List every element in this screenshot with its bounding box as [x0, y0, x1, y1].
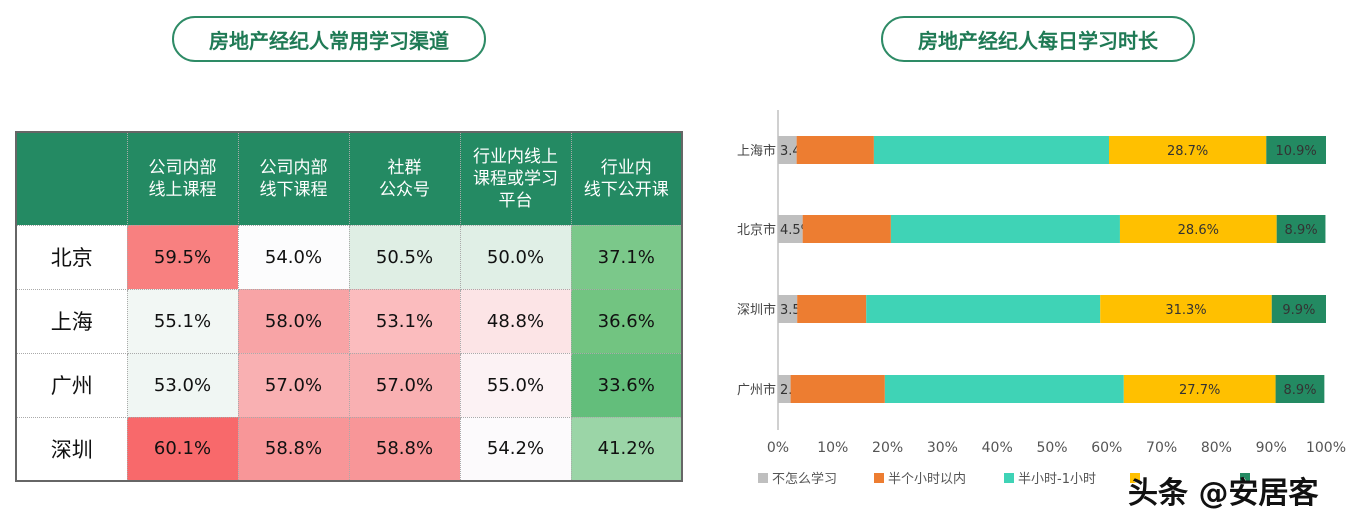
data-label: 10.9% — [1275, 144, 1316, 159]
bar-segment — [890, 215, 1120, 243]
x-tick-label: 40% — [982, 440, 1013, 456]
corner-cell — [15, 131, 128, 226]
value-cell: 58.8% — [348, 416, 461, 482]
data-label: 28.7% — [1167, 144, 1208, 159]
x-tick-label: 70% — [1146, 440, 1177, 456]
table-row: 上海 55.1% 58.0% 53.1% 48.8% 36.6% — [15, 288, 683, 354]
table-row: 北京 59.5% 54.0% 50.5% 50.0% 37.1% — [15, 224, 683, 290]
watermark: 头条 @安居客 — [1128, 476, 1319, 511]
column-header: 行业内线上 课程或学习 平台 — [459, 131, 572, 226]
bar-segment — [873, 136, 1109, 164]
row-city: 深圳 — [15, 416, 128, 482]
legend-swatch — [1004, 473, 1014, 483]
value-cell: 53.0% — [126, 352, 239, 418]
bar-segment — [790, 375, 885, 403]
legend-swatch — [758, 473, 768, 483]
bar-segment — [884, 375, 1124, 403]
x-tick-label: 10% — [817, 440, 848, 456]
value-cell: 55.1% — [126, 288, 239, 354]
legend-swatch — [1130, 473, 1140, 483]
x-tick-label: 0% — [767, 440, 789, 456]
bar-segment — [797, 295, 867, 323]
row-city: 上海 — [15, 288, 128, 354]
data-label: 9.9% — [1282, 303, 1315, 318]
table-row: 广州 53.0% 57.0% 57.0% 55.0% 33.6% — [15, 352, 683, 418]
category-label: 上海市 — [737, 143, 776, 159]
bar-segment — [1123, 375, 1276, 403]
bar-segment — [1276, 215, 1326, 243]
bar-segment — [778, 215, 803, 243]
value-cell: 36.6% — [570, 288, 683, 354]
data-label: 27.7% — [1179, 383, 1220, 398]
bar-segment — [866, 295, 1101, 323]
x-tick-label: 30% — [927, 440, 958, 456]
x-tick-label: 20% — [872, 440, 903, 456]
bar-segment — [1119, 215, 1277, 243]
x-tick-label: 80% — [1201, 440, 1232, 456]
bar-segment — [1275, 375, 1325, 403]
legend-swatch — [874, 473, 884, 483]
value-cell: 57.0% — [348, 352, 461, 418]
x-tick-label: 50% — [1036, 440, 1067, 456]
data-label: 31.3% — [1165, 303, 1206, 318]
value-cell: 48.8% — [459, 288, 572, 354]
value-cell: 54.2% — [459, 416, 572, 482]
value-cell: 58.0% — [237, 288, 350, 354]
bar-segment — [1100, 295, 1272, 323]
x-tick-label: 60% — [1091, 440, 1122, 456]
row-city: 北京 — [15, 224, 128, 290]
data-label: 28.6% — [1178, 223, 1219, 238]
value-cell: 33.6% — [570, 352, 683, 418]
bar-segment — [796, 136, 874, 164]
value-cell: 60.1% — [126, 416, 239, 482]
chart-title: 房地产经纪人每日学习时长 — [881, 16, 1195, 62]
category-label: 深圳市 — [737, 302, 776, 318]
category-label: 广州市 — [737, 382, 776, 398]
category-label: 北京市 — [737, 222, 776, 238]
legend-swatch — [1240, 473, 1250, 483]
data-label: 8.9% — [1285, 223, 1318, 238]
left-title: 房地产经纪人常用学习渠道 — [172, 16, 486, 62]
legend-label: 半个小时以内 — [888, 471, 966, 487]
bar-segment — [802, 215, 891, 243]
column-header: 公司内部 线上课程 — [126, 131, 239, 226]
bar-segment — [1108, 136, 1267, 164]
value-cell: 50.5% — [348, 224, 461, 290]
bar-segment — [778, 375, 791, 403]
column-header: 行业内 线下公开课 — [570, 131, 683, 226]
value-cell: 41.2% — [570, 416, 683, 482]
bar-segment — [1266, 136, 1326, 164]
value-cell: 55.0% — [459, 352, 572, 418]
value-cell: 57.0% — [237, 352, 350, 418]
legend-label: 半小时-1小时 — [1018, 472, 1096, 487]
channel-table: 公司内部 线上课程 公司内部 线下课程 社群 公众号 行业内线上 课程或学习 平台 行业… — [15, 131, 683, 482]
data-label: 8.9% — [1283, 383, 1316, 398]
value-cell: 59.5% — [126, 224, 239, 290]
bar-segment — [778, 136, 797, 164]
column-header: 社群 公众号 — [348, 131, 461, 226]
row-city: 广州 — [15, 352, 128, 418]
value-cell: 53.1% — [348, 288, 461, 354]
column-header: 公司内部 线下课程 — [237, 131, 350, 226]
x-tick-label: 100% — [1306, 440, 1346, 456]
value-cell: 54.0% — [237, 224, 350, 290]
legend-label: 不怎么学习 — [772, 471, 837, 487]
value-cell: 58.8% — [237, 416, 350, 482]
value-cell: 50.0% — [459, 224, 572, 290]
table-row: 深圳 60.1% 58.8% 58.8% 54.2% 41.2% — [15, 416, 683, 482]
bar-segment — [778, 295, 798, 323]
x-tick-label: 90% — [1256, 440, 1287, 456]
bar-segment — [1271, 295, 1326, 323]
value-cell: 37.1% — [570, 224, 683, 290]
